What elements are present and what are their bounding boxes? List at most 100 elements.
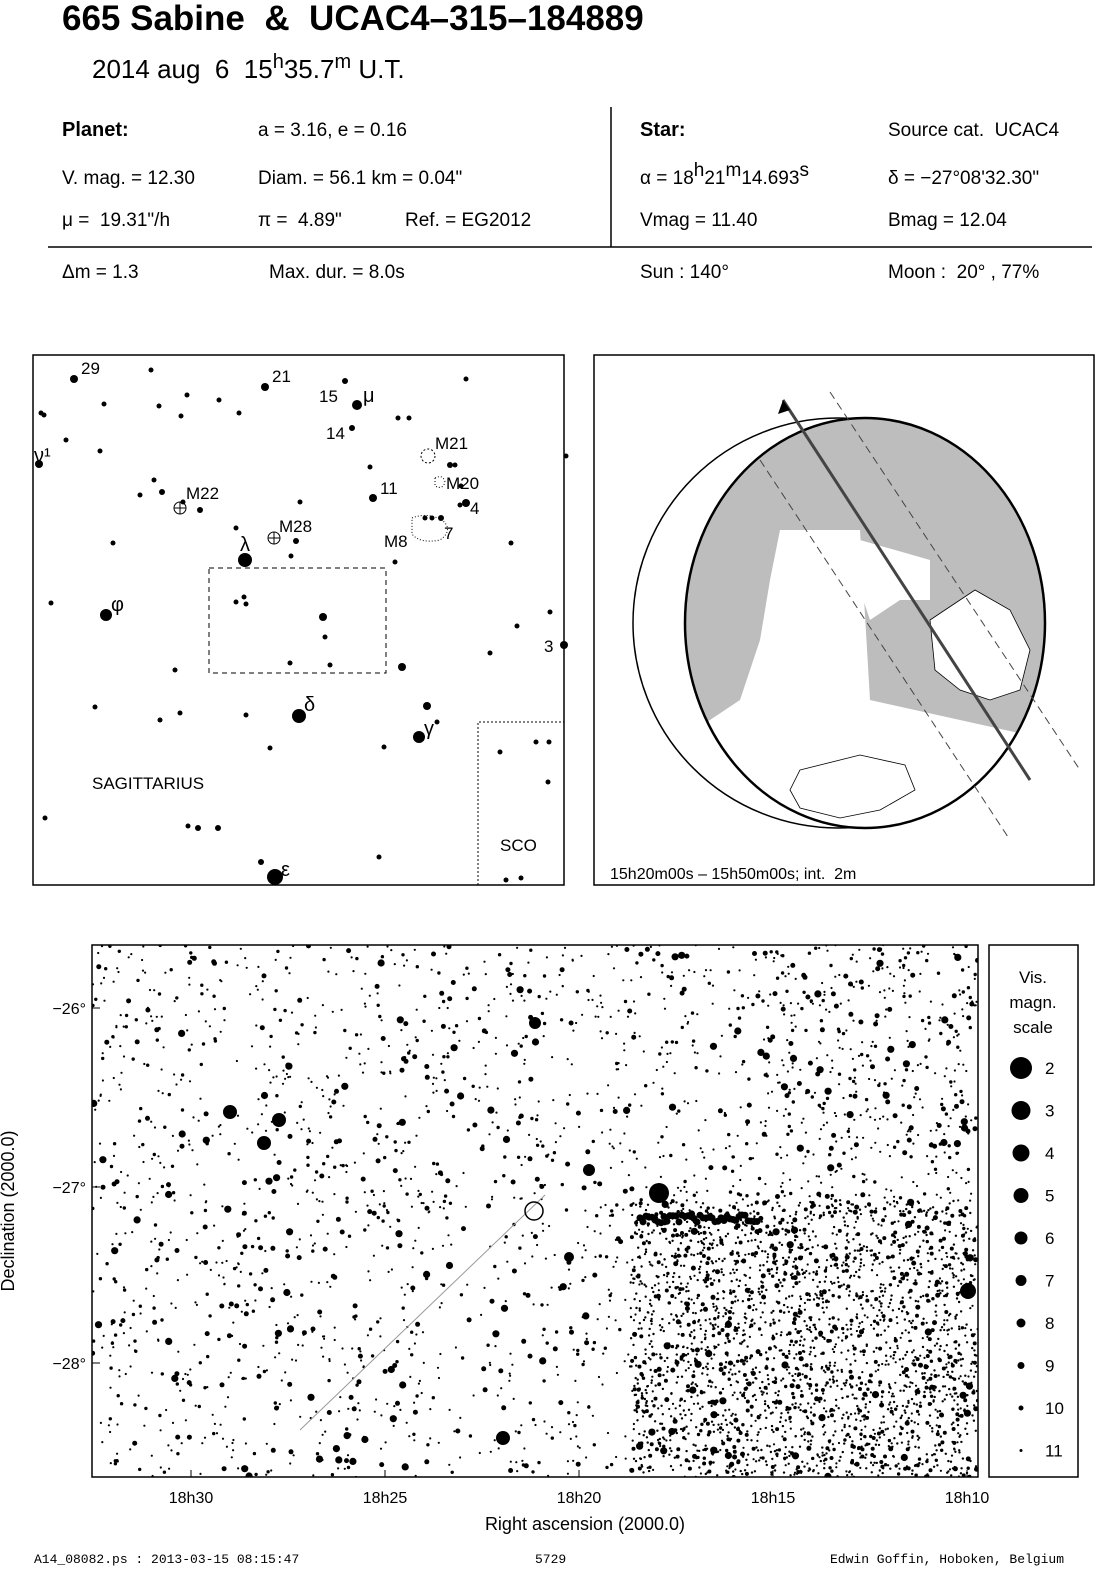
star bbox=[911, 1205, 914, 1209]
star bbox=[831, 1258, 835, 1261]
star bbox=[852, 985, 855, 989]
star bbox=[946, 1373, 950, 1377]
star bbox=[131, 1057, 135, 1061]
star bbox=[834, 1430, 837, 1433]
star bbox=[689, 1227, 692, 1230]
star bbox=[389, 1225, 392, 1228]
star bbox=[658, 1052, 662, 1056]
star bbox=[321, 1213, 324, 1216]
star bbox=[926, 1379, 929, 1382]
star bbox=[883, 1463, 888, 1467]
star bbox=[910, 1321, 913, 1325]
star bbox=[661, 1317, 664, 1321]
boundary bbox=[477, 721, 564, 885]
star bbox=[914, 1088, 918, 1091]
star bbox=[432, 1076, 435, 1079]
star bbox=[463, 376, 469, 382]
star bbox=[738, 969, 741, 972]
star bbox=[945, 1206, 950, 1211]
star bbox=[759, 1121, 763, 1124]
star bbox=[643, 1430, 646, 1433]
star bbox=[582, 1244, 586, 1247]
star bbox=[581, 1013, 584, 1016]
star bbox=[919, 1295, 922, 1299]
star bbox=[840, 1264, 844, 1267]
star bbox=[902, 1060, 911, 1068]
star bbox=[877, 1323, 880, 1326]
star bbox=[785, 1364, 788, 1367]
star bbox=[296, 1121, 299, 1124]
star bbox=[585, 1456, 588, 1459]
star bbox=[821, 1306, 824, 1310]
star bbox=[707, 1349, 711, 1353]
star bbox=[789, 1129, 794, 1133]
star bbox=[679, 1242, 683, 1245]
star bbox=[500, 1387, 503, 1390]
star bbox=[673, 1228, 678, 1233]
star bbox=[520, 994, 523, 998]
star bbox=[661, 1413, 664, 1416]
star bbox=[700, 1241, 704, 1245]
star bbox=[458, 483, 464, 489]
star bbox=[838, 1199, 842, 1202]
star bbox=[112, 1277, 116, 1281]
star bbox=[662, 1373, 665, 1377]
star bbox=[849, 1374, 854, 1380]
star bbox=[975, 1354, 978, 1357]
star bbox=[892, 1200, 896, 1203]
star bbox=[872, 1319, 877, 1324]
star bbox=[720, 1271, 723, 1274]
star bbox=[443, 1079, 446, 1082]
star bbox=[648, 1327, 651, 1331]
star bbox=[237, 1158, 240, 1161]
star bbox=[505, 985, 508, 989]
star bbox=[840, 1284, 843, 1287]
star bbox=[906, 1278, 909, 1281]
star bbox=[379, 1447, 383, 1450]
star bbox=[133, 1349, 137, 1352]
star bbox=[741, 1229, 744, 1232]
star bbox=[952, 1199, 955, 1203]
star bbox=[970, 1192, 973, 1195]
star bbox=[346, 1454, 350, 1457]
star bbox=[757, 1048, 765, 1056]
star bbox=[124, 1013, 129, 1018]
star bbox=[684, 1247, 689, 1252]
star bbox=[890, 1221, 894, 1225]
star bbox=[546, 1303, 549, 1306]
star bbox=[615, 1203, 619, 1207]
star bbox=[785, 1333, 789, 1336]
star bbox=[221, 1205, 224, 1208]
star bbox=[840, 1368, 843, 1372]
star bbox=[681, 1143, 686, 1147]
star bbox=[893, 1069, 897, 1072]
star bbox=[781, 1352, 786, 1357]
star bbox=[953, 1465, 956, 1469]
star bbox=[962, 1239, 965, 1242]
star bbox=[803, 1465, 806, 1468]
star bbox=[656, 1429, 659, 1432]
star bbox=[539, 1140, 542, 1143]
star bbox=[868, 1400, 872, 1404]
star bbox=[446, 1052, 449, 1055]
star bbox=[623, 999, 628, 1004]
star bbox=[103, 999, 106, 1002]
star bbox=[753, 974, 756, 977]
star bbox=[886, 1201, 889, 1204]
star bbox=[844, 1381, 848, 1385]
star bbox=[333, 1139, 339, 1145]
star bbox=[604, 1255, 609, 1259]
star bbox=[855, 1329, 859, 1333]
star bbox=[660, 1404, 663, 1408]
star bbox=[758, 990, 761, 993]
star bbox=[848, 1383, 852, 1386]
star bbox=[326, 1154, 330, 1159]
star bbox=[411, 1266, 414, 1269]
star bbox=[520, 1163, 523, 1167]
star bbox=[693, 1174, 696, 1177]
star bbox=[631, 1268, 636, 1273]
star bbox=[815, 1464, 818, 1467]
finder-label: M22 bbox=[186, 484, 219, 503]
star bbox=[555, 1365, 559, 1368]
star bbox=[946, 1353, 950, 1356]
